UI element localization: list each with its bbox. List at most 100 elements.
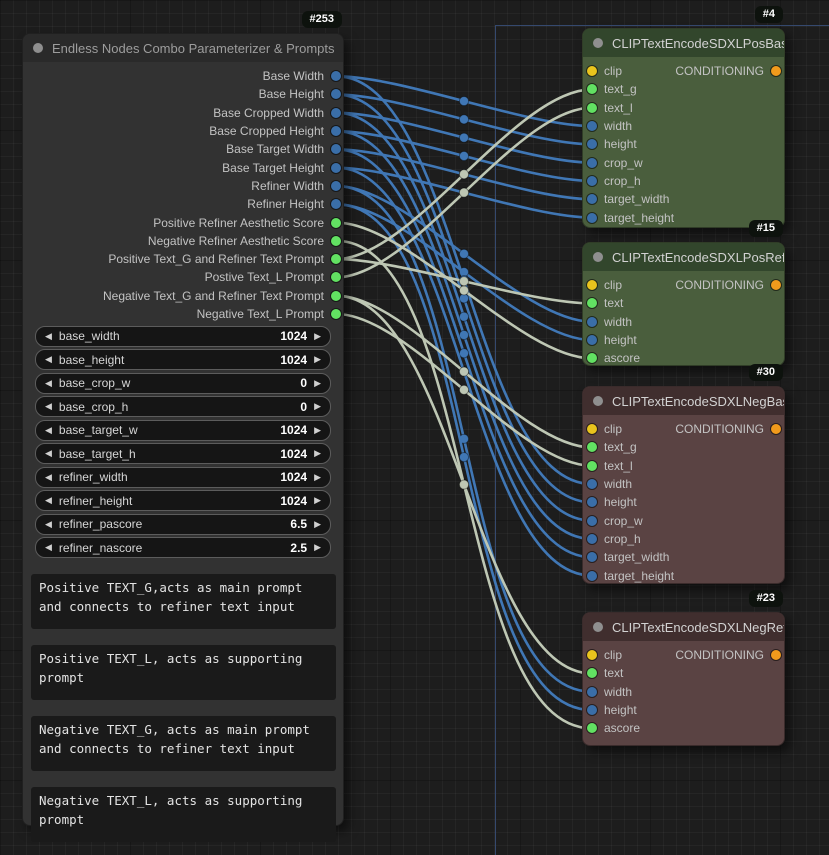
height-input-port[interactable] [587, 139, 597, 150]
height-input-port[interactable] [587, 335, 597, 346]
link-midpoint-dot[interactable] [458, 433, 470, 444]
prompt-textarea[interactable]: Negative TEXT_G, acts as main prompt and… [31, 716, 336, 772]
link-midpoint-dot[interactable] [458, 452, 470, 463]
node-30[interactable]: #30 CLIPTextEncodeSDXLNegBase clip CONDITIO… [582, 364, 785, 584]
widget-refiner-nascore[interactable]: ◀ refiner_nascore 2.5 ▶ [35, 537, 331, 559]
crop-w-input-port[interactable] [587, 515, 597, 526]
link-midpoint-dot[interactable] [458, 169, 470, 180]
text-input-port[interactable] [587, 298, 597, 309]
text-l-input-port[interactable] [587, 102, 597, 113]
increment-arrow-icon[interactable]: ▶ [314, 542, 321, 553]
increment-arrow-icon[interactable]: ▶ [314, 401, 321, 412]
refiner-height-output-port[interactable] [331, 199, 341, 210]
node-titlebar[interactable]: CLIPTextEncodeSDXLNegBase [583, 387, 784, 415]
clip-input-port[interactable] [587, 424, 597, 435]
increment-arrow-icon[interactable]: ▶ [314, 471, 321, 482]
decrement-arrow-icon[interactable]: ◀ [45, 354, 52, 365]
decrement-arrow-icon[interactable]: ◀ [45, 518, 52, 529]
widget-refiner-height[interactable]: ◀ refiner_height 1024 ▶ [35, 490, 331, 512]
negative-text-g-and-refiner-text-prompt-output-port[interactable] [331, 290, 341, 301]
width-input-port[interactable] [587, 316, 597, 327]
clip-input-port[interactable] [587, 66, 597, 77]
link-midpoint-dot[interactable] [458, 169, 470, 180]
link-midpoint-dot[interactable] [458, 150, 470, 162]
link-midpoint-dot[interactable] [458, 187, 470, 198]
decrement-arrow-icon[interactable]: ◀ [45, 377, 52, 388]
increment-arrow-icon[interactable]: ▶ [314, 448, 321, 459]
link-midpoint-dot[interactable] [458, 329, 470, 341]
link-midpoint-dot[interactable] [458, 95, 470, 107]
decrement-arrow-icon[interactable]: ◀ [45, 495, 52, 506]
prompt-textarea[interactable]: Positive TEXT_L, acts as supporting prom… [31, 645, 336, 701]
postive-text-l-prompt-output-port[interactable] [331, 272, 341, 283]
conditioning-output-port[interactable] [771, 424, 781, 435]
prompt-textarea[interactable]: Positive TEXT_G,acts as main prompt and … [31, 574, 336, 630]
crop-h-input-port[interactable] [587, 533, 597, 544]
decrement-arrow-icon[interactable]: ◀ [45, 471, 52, 482]
width-input-port[interactable] [587, 479, 597, 490]
increment-arrow-icon[interactable]: ▶ [314, 330, 321, 341]
base-cropped-height-output-port[interactable] [331, 126, 341, 137]
link-midpoint-dot[interactable] [458, 274, 470, 286]
link-midpoint-dot[interactable] [458, 479, 470, 490]
increment-arrow-icon[interactable]: ▶ [314, 518, 321, 529]
width-input-port[interactable] [587, 686, 597, 697]
collapse-dot-icon[interactable] [593, 252, 603, 262]
widget-base-height[interactable]: ◀ base_height 1024 ▶ [35, 349, 331, 371]
conditioning-output-port[interactable] [771, 66, 781, 77]
target-height-input-port[interactable] [587, 212, 597, 223]
width-input-port[interactable] [587, 121, 597, 132]
link-midpoint-dot[interactable] [458, 187, 470, 198]
text-input-port[interactable] [587, 668, 597, 679]
conditioning-output-port[interactable] [771, 650, 781, 661]
positive-refiner-aesthetic-score-output-port[interactable] [331, 217, 341, 228]
link-midpoint-dot[interactable] [458, 479, 470, 490]
target-width-input-port[interactable] [587, 552, 597, 563]
collapse-dot-icon[interactable] [33, 43, 43, 53]
base-height-output-port[interactable] [331, 89, 341, 100]
widget-base-target-h[interactable]: ◀ base_target_h 1024 ▶ [35, 443, 331, 465]
crop-w-input-port[interactable] [587, 157, 597, 168]
text-g-input-port[interactable] [587, 84, 597, 95]
increment-arrow-icon[interactable]: ▶ [314, 495, 321, 506]
node-titlebar[interactable]: Endless Nodes Combo Parameterizer & Prom… [23, 34, 343, 62]
link-midpoint-dot[interactable] [458, 384, 470, 395]
increment-arrow-icon[interactable]: ▶ [314, 377, 321, 388]
base-target-width-output-port[interactable] [331, 144, 341, 155]
base-target-height-output-port[interactable] [331, 162, 341, 173]
decrement-arrow-icon[interactable]: ◀ [45, 542, 52, 553]
widget-base-width[interactable]: ◀ base_width 1024 ▶ [35, 325, 331, 347]
negative-refiner-aesthetic-score-output-port[interactable] [331, 235, 341, 246]
link-midpoint-dot[interactable] [458, 285, 470, 296]
link-midpoint-dot[interactable] [458, 293, 470, 304]
link-midpoint-dot[interactable] [458, 366, 470, 377]
link-midpoint-dot[interactable] [458, 348, 470, 359]
link-midpoint-dot[interactable] [458, 267, 470, 278]
link-midpoint-dot[interactable] [458, 248, 470, 259]
ascore-input-port[interactable] [587, 353, 597, 364]
node-titlebar[interactable]: CLIPTextEncodeSDXLNegRefiner [583, 613, 784, 641]
node-15[interactable]: #15 CLIPTextEncodeSDXLPosRefiner clip CONDI… [582, 220, 785, 366]
collapse-dot-icon[interactable] [593, 396, 603, 406]
collapse-dot-icon[interactable] [593, 38, 603, 48]
height-input-port[interactable] [587, 705, 597, 716]
increment-arrow-icon[interactable]: ▶ [314, 354, 321, 365]
widget-base-crop-w[interactable]: ◀ base_crop_w 0 ▶ [35, 372, 331, 394]
clip-input-port[interactable] [587, 650, 597, 661]
widget-refiner-pascore[interactable]: ◀ refiner_pascore 6.5 ▶ [35, 513, 331, 535]
link-midpoint-dot[interactable] [458, 114, 470, 125]
decrement-arrow-icon[interactable]: ◀ [45, 401, 52, 412]
link-midpoint-dot[interactable] [458, 132, 470, 143]
target-width-input-port[interactable] [587, 194, 597, 205]
decrement-arrow-icon[interactable]: ◀ [45, 424, 52, 435]
height-input-port[interactable] [587, 497, 597, 508]
node-23[interactable]: #23 CLIPTextEncodeSDXLNegRefiner clip CONDI… [582, 590, 785, 746]
collapse-dot-icon[interactable] [593, 622, 603, 632]
increment-arrow-icon[interactable]: ▶ [314, 424, 321, 435]
text-g-input-port[interactable] [587, 442, 597, 453]
conditioning-output-port[interactable] [771, 280, 781, 291]
prompt-textarea[interactable]: Negative TEXT_L, acts as supporting prom… [31, 787, 336, 843]
decrement-arrow-icon[interactable]: ◀ [45, 330, 52, 341]
ascore-input-port[interactable] [587, 723, 597, 734]
